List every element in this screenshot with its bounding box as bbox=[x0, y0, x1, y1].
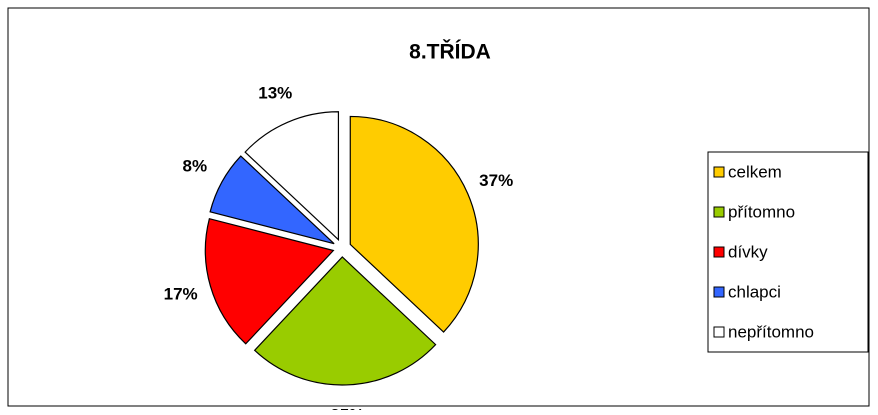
legend-swatch bbox=[713, 286, 725, 298]
legend-label: chlapci bbox=[728, 282, 781, 301]
pie-slice bbox=[253, 256, 437, 386]
pie-slice bbox=[349, 115, 479, 333]
data-label: 17% bbox=[164, 284, 198, 303]
legend-swatch bbox=[713, 326, 725, 338]
legend-swatch bbox=[713, 206, 725, 218]
legend-label: nepřítomno bbox=[728, 322, 814, 341]
legend-box bbox=[707, 151, 869, 353]
legend-label: přítomno bbox=[728, 202, 795, 221]
chart-title: 8.TŘÍDA bbox=[409, 40, 491, 64]
pie-slice bbox=[244, 111, 340, 242]
data-label: 25% bbox=[330, 405, 364, 410]
data-label: 8% bbox=[182, 157, 207, 176]
legend-swatch bbox=[713, 246, 725, 258]
legend-label: celkem bbox=[728, 162, 782, 181]
legend-label: dívky bbox=[728, 242, 768, 261]
legend-swatch bbox=[713, 166, 725, 178]
data-label: 13% bbox=[258, 83, 292, 102]
data-label: 37% bbox=[479, 171, 513, 190]
pie-slice bbox=[209, 155, 335, 245]
pie-slice bbox=[204, 217, 335, 345]
